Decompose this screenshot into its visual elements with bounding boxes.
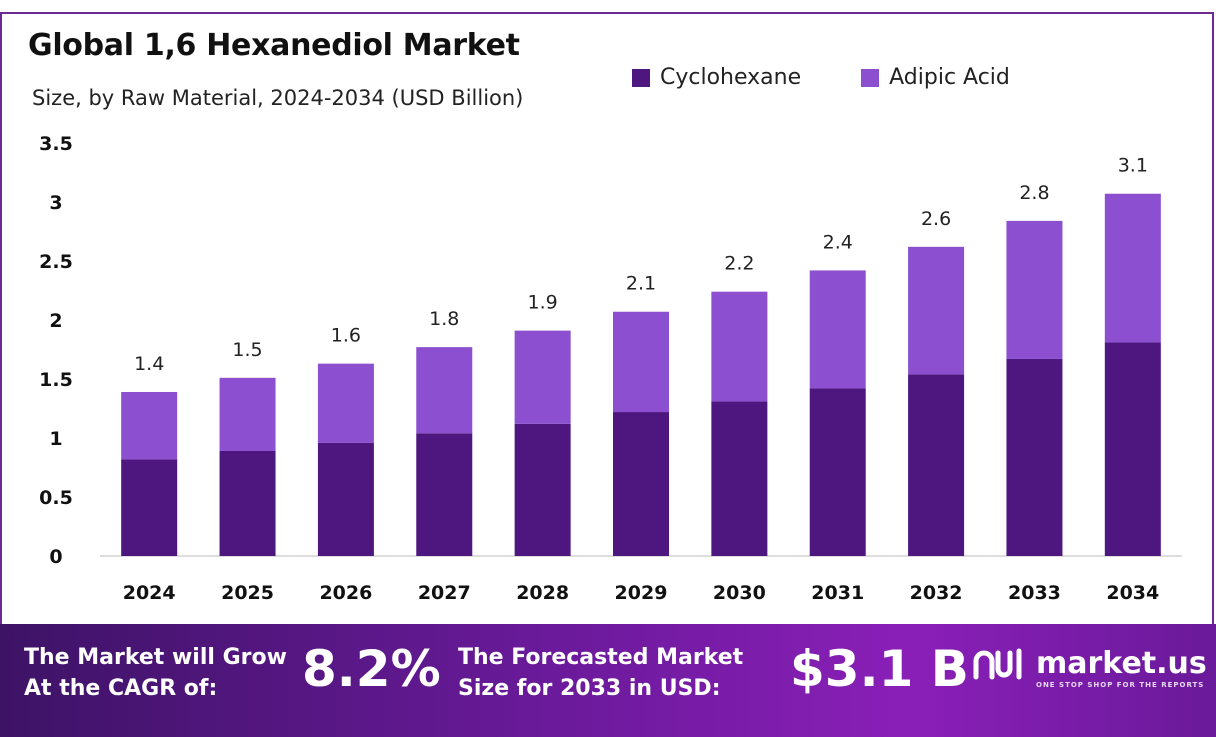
y-tick-label: 1.5	[39, 369, 73, 391]
cagr-caption: The Market will Grow At the CAGR of:	[24, 642, 287, 704]
bar-adipic-acid-2027	[416, 347, 473, 434]
legend-label-cyclohexane: Cyclohexane	[660, 65, 802, 90]
x-tick-label-2030: 2030	[713, 582, 766, 604]
x-tick-label-2029: 2029	[615, 582, 668, 604]
cagr-caption-line2: At the CAGR of:	[24, 676, 218, 701]
bar-cyclohexane-2032	[908, 374, 965, 556]
y-tick-label: 2	[49, 310, 62, 332]
bar-total-label-2024: 1.4	[134, 353, 164, 375]
brand: market.us	[972, 646, 1207, 681]
y-tick-label: 3	[49, 192, 62, 214]
bar-total-label-2031: 2.4	[823, 231, 853, 253]
brand-name: market.us	[1036, 646, 1207, 681]
footer-banner: The Market will Grow At the CAGR of: 8.2…	[0, 624, 1216, 737]
legend-item-cyclohexane: Cyclohexane	[632, 65, 801, 90]
market-us-logo-icon	[973, 648, 1022, 679]
y-tick-label: 1	[49, 428, 62, 450]
legend-label-adipic-acid: Adipic Acid	[889, 65, 1010, 90]
bar-cyclohexane-2034	[1104, 342, 1161, 556]
bar-total-label-2029: 2.1	[626, 273, 656, 295]
forecast-caption-line2: Size for 2033 in USD:	[458, 676, 721, 701]
bar-cyclohexane-2024	[121, 459, 178, 556]
bar-total-label-2028: 1.9	[528, 292, 558, 314]
bar-adipic-acid-2033	[1006, 220, 1063, 359]
x-tick-label-2027: 2027	[418, 582, 471, 604]
bar-adipic-acid-2032	[908, 246, 965, 375]
bar-cyclohexane-2033	[1006, 358, 1063, 556]
bar-cyclohexane-2027	[416, 433, 473, 556]
bar-total-label-2032: 2.6	[921, 208, 951, 230]
bar-adipic-acid-2030	[711, 291, 768, 402]
y-tick-label: 2.5	[39, 251, 73, 273]
bar-cyclohexane-2030	[711, 401, 768, 556]
x-tick-label-2033: 2033	[1008, 582, 1061, 604]
bar-cyclohexane-2031	[809, 388, 866, 556]
bar-cyclohexane-2028	[514, 423, 571, 556]
bar-adipic-acid-2024	[121, 391, 178, 460]
bar-adipic-acid-2025	[219, 377, 276, 451]
x-tick-label-2024: 2024	[123, 582, 176, 604]
x-tick-label-2025: 2025	[221, 582, 274, 604]
y-tick-label: 3.5	[39, 133, 73, 155]
legend-swatch-adipic-acid	[861, 68, 880, 87]
forecast-value: $3.1 B	[790, 640, 969, 698]
bar-total-label-2030: 2.2	[724, 253, 754, 275]
bar-cyclohexane-2025	[219, 450, 276, 556]
x-tick-label-2028: 2028	[516, 582, 569, 604]
bar-total-label-2025: 1.5	[232, 339, 262, 361]
bar-adipic-acid-2031	[809, 270, 866, 389]
legend: Cyclohexane Adipic Acid	[632, 65, 1010, 90]
x-tick-label-2026: 2026	[319, 582, 372, 604]
chart-subtitle: Size, by Raw Material, 2024-2034 (USD Bi…	[32, 86, 524, 110]
bar-total-label-2034: 3.1	[1118, 155, 1148, 177]
y-tick-label: 0.5	[39, 487, 73, 509]
bar-cyclohexane-2029	[613, 412, 669, 556]
x-tick-label-2032: 2032	[910, 582, 963, 604]
brand-tagline: ONE STOP SHOP FOR THE REPORTS	[1036, 681, 1205, 689]
cagr-value: 8.2%	[302, 640, 441, 698]
bar-adipic-acid-2029	[613, 311, 669, 413]
bar-total-label-2027: 1.8	[429, 308, 459, 330]
bar-chart: 0 0.5 1 1.5 2 2.5 3 3.5 1.4 2024 1.5 2025 1.6 2026 1.8…	[39, 133, 1182, 604]
bar-cyclohexane-2026	[317, 442, 374, 556]
bar-adipic-acid-2028	[514, 330, 571, 424]
forecast-caption: The Forecasted Market Size for 2033 in U…	[458, 642, 743, 704]
bar-total-label-2026: 1.6	[331, 325, 361, 347]
forecast-caption-line1: The Forecasted Market	[458, 645, 744, 670]
y-tick-label: 0	[49, 546, 62, 568]
x-tick-label-2034: 2034	[1106, 582, 1159, 604]
legend-swatch-cyclohexane	[632, 68, 650, 87]
x-tick-label-2031: 2031	[811, 582, 864, 604]
bar-total-label-2033: 2.8	[1019, 182, 1049, 204]
bar-adipic-acid-2034	[1104, 193, 1161, 343]
bar-adipic-acid-2026	[317, 363, 374, 443]
legend-item-adipic-acid: Adipic Acid	[861, 65, 1010, 90]
cagr-caption-line1: The Market will Grow	[24, 645, 287, 670]
chart-title: Global 1,6 Hexanediol Market	[28, 28, 520, 63]
